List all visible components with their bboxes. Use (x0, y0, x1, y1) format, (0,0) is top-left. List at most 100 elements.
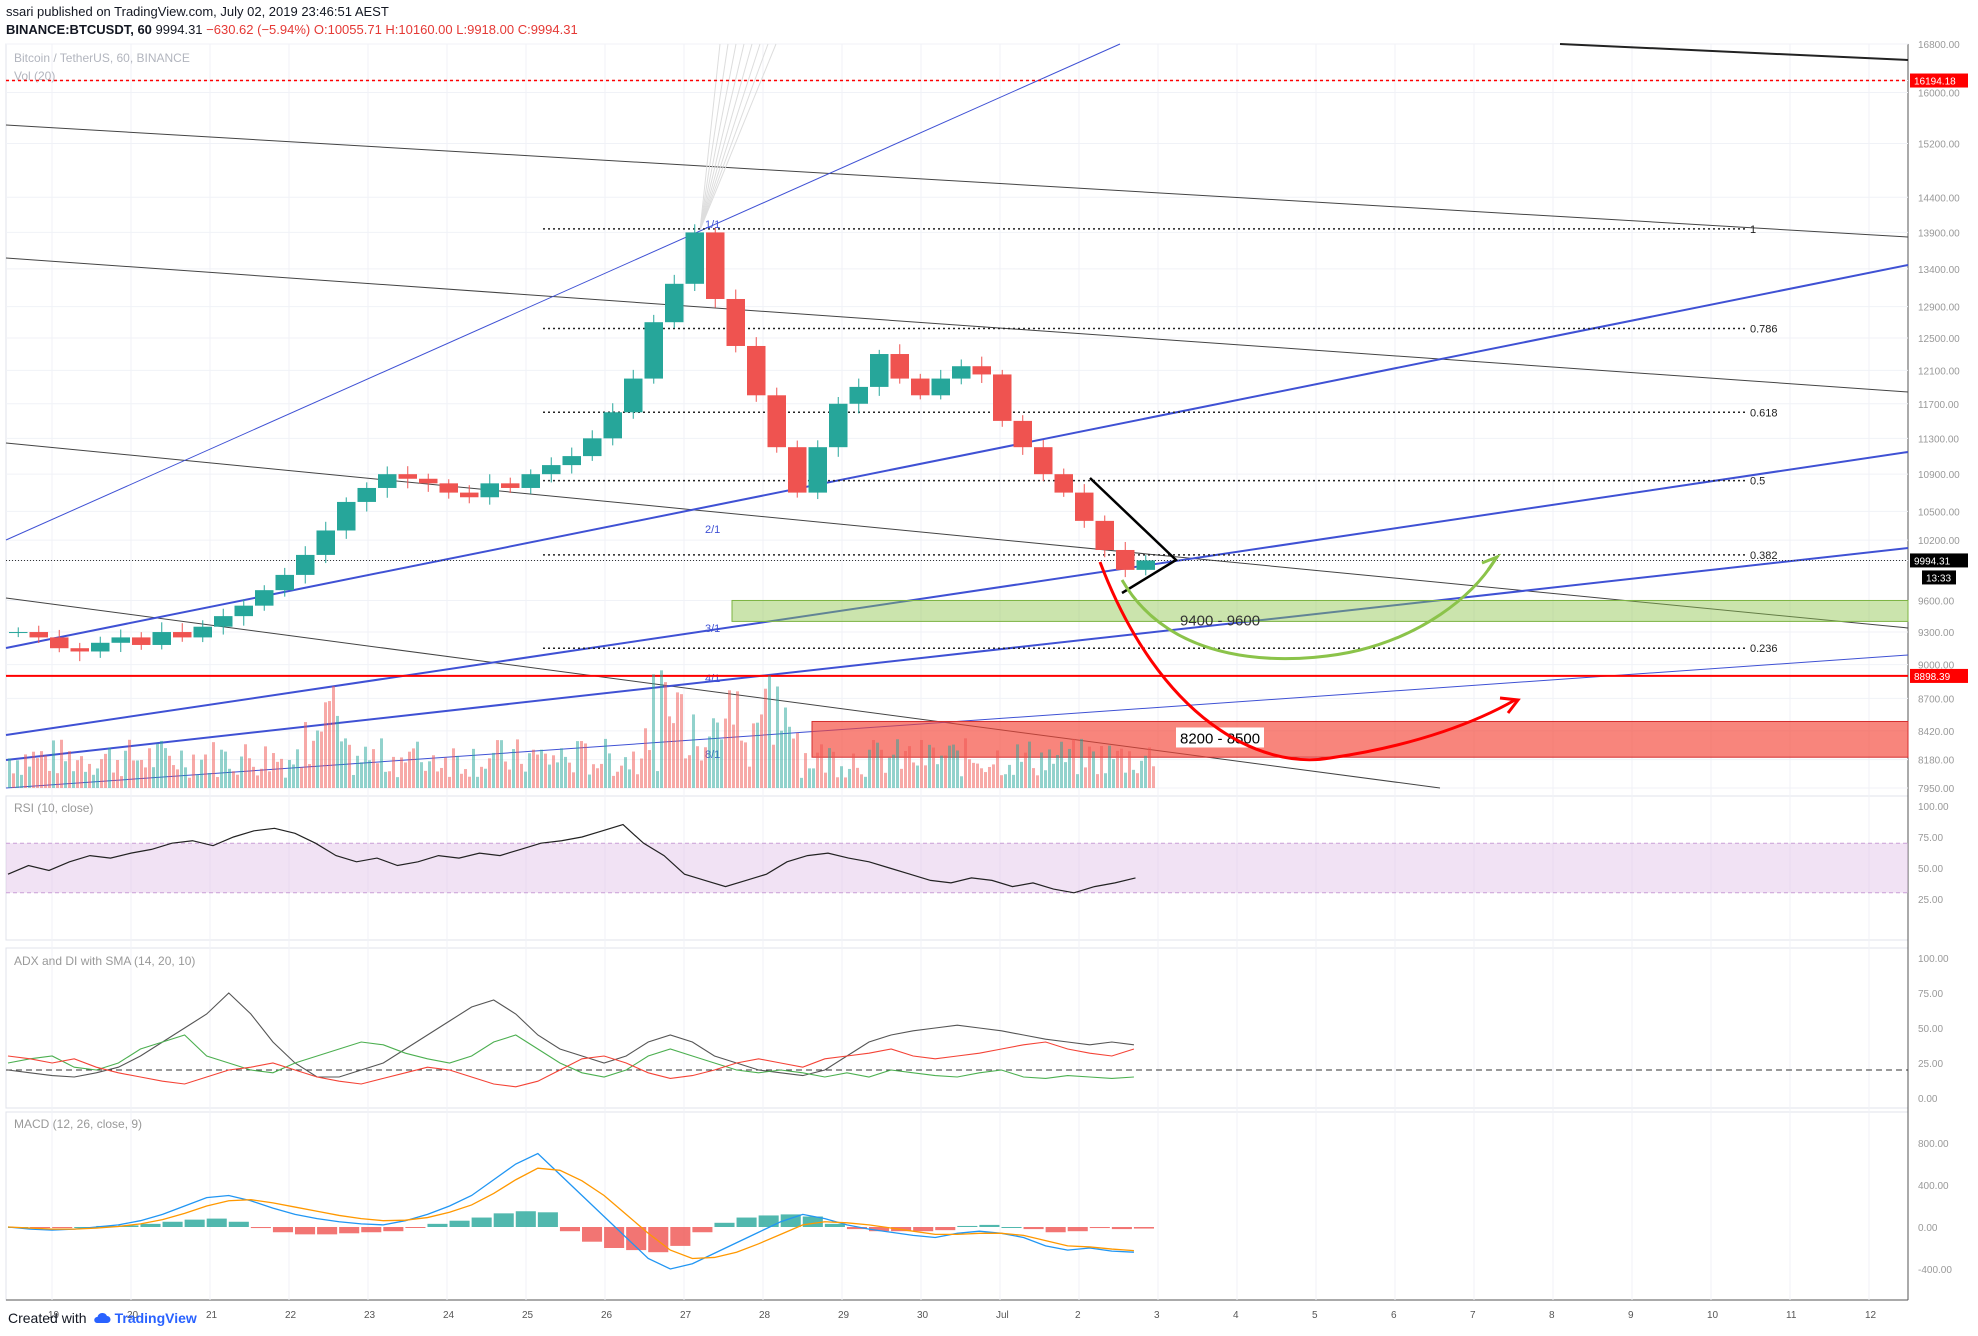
volume-bar (928, 744, 931, 788)
macd-histogram-bar (537, 1212, 558, 1227)
volume-bar (328, 701, 331, 788)
volume-bar (752, 723, 755, 788)
volume-bar (548, 764, 551, 788)
volume-bar (668, 716, 671, 788)
candle-body (337, 501, 356, 531)
date-tick-label: 10 (1707, 1310, 1719, 1321)
volume-bar (944, 755, 947, 788)
volume-bar (96, 768, 99, 788)
candle-body (378, 474, 397, 488)
candle-body (829, 403, 848, 448)
price-axis-label: 9994.31 (1914, 556, 1951, 567)
volume-bar (440, 767, 443, 788)
rsi-title: RSI (10, close) (14, 801, 93, 815)
date-tick-label: 26 (601, 1310, 613, 1321)
price-axis-label: 7950.00 (1918, 784, 1955, 795)
candle-body (849, 386, 868, 404)
volume-bar (44, 755, 47, 788)
candle-body (665, 283, 684, 323)
volume-bar (880, 749, 883, 788)
volume-bar (552, 755, 555, 788)
volume-bar (156, 743, 159, 788)
volume-bar (988, 766, 991, 788)
volume-bar (124, 750, 127, 788)
trend-line-blue (5, 43, 1121, 541)
candle-body (931, 378, 950, 396)
volume-bar (936, 764, 939, 788)
price-axis-label: 16800.00 (1918, 40, 1960, 51)
candle-body (152, 632, 171, 645)
adx-axis-label: 75.00 (1918, 989, 1943, 1000)
volume-bar (840, 766, 843, 788)
tradingview-logo[interactable]: TradingView (93, 1310, 197, 1326)
candle-body (480, 483, 499, 498)
volume-bar (796, 732, 799, 788)
macd-histogram-bar (471, 1217, 492, 1227)
volume-bar (24, 754, 27, 788)
volume-bar (628, 769, 631, 788)
fib-level-label: 0.236 (1750, 643, 1778, 655)
price-axis-label: 16000.00 (1918, 89, 1960, 100)
candle-body (624, 378, 643, 413)
volume-bar (1116, 750, 1119, 788)
volume-bar (48, 770, 51, 788)
macd-histogram-bar (1023, 1227, 1044, 1230)
volume-bar (556, 762, 559, 788)
volume-bar (172, 765, 175, 788)
volume-bar (1140, 760, 1143, 788)
price-axis-label: 10200.00 (1918, 536, 1960, 547)
volume-bar (16, 760, 19, 788)
volume-bar (108, 747, 111, 788)
volume-bar (684, 758, 687, 788)
volume-bar (184, 767, 187, 788)
macd-histogram-bar (184, 1219, 205, 1227)
volume-bar (596, 768, 599, 788)
macd-histogram-bar (559, 1227, 580, 1232)
volume-bar (728, 690, 731, 788)
trend-line-gray (5, 124, 1909, 238)
volume-bar (868, 749, 871, 788)
adx-axis-label: 25.00 (1918, 1059, 1943, 1070)
volume-bar (784, 707, 787, 788)
volume-bar (604, 738, 607, 788)
volume-bar (1064, 762, 1067, 788)
macd-histogram-bar (648, 1227, 669, 1253)
candle-body (316, 530, 335, 555)
volume-bar (208, 772, 211, 788)
macd-histogram-bar (1089, 1227, 1110, 1229)
volume-bar (252, 766, 255, 788)
green-arrow-head (1481, 553, 1502, 571)
volume-bar (28, 766, 31, 788)
date-tick-label: 8 (1549, 1310, 1555, 1321)
volume-bar (676, 692, 679, 788)
volume-bar (128, 739, 131, 788)
date-tick-label: 23 (364, 1310, 376, 1321)
volume-bar (60, 739, 63, 788)
macd-histogram-bar (493, 1213, 514, 1227)
volume-bar (56, 773, 59, 788)
volume-bar (1056, 754, 1059, 788)
volume-bar (1108, 745, 1111, 788)
volume-bar (608, 753, 611, 788)
volume-bar (788, 726, 791, 788)
volume-bar (36, 758, 39, 788)
volume-bar (112, 772, 115, 788)
macd-histogram-bar (272, 1227, 293, 1233)
volume-bar (516, 739, 519, 788)
volume-bar (360, 762, 363, 788)
volume-bar (720, 739, 723, 788)
volume-bar (1072, 738, 1075, 788)
volume-bar (860, 774, 863, 788)
volume-bar (712, 718, 715, 788)
volume-bar (228, 768, 231, 788)
symbol-label[interactable]: BINANCE:BTCUSDT, 60 (6, 22, 152, 37)
red-projection-arrow (1098, 561, 1516, 762)
fan-label: 2/1 (705, 524, 720, 536)
publish-info: ssari published on TradingView.com, July… (6, 4, 389, 19)
date-tick-label: 3 (1154, 1310, 1160, 1321)
volume-bar (196, 774, 199, 788)
volume-bar (1032, 768, 1035, 788)
macd-title: MACD (12, 26, close, 9) (14, 1117, 142, 1131)
volume-bar (20, 774, 23, 788)
